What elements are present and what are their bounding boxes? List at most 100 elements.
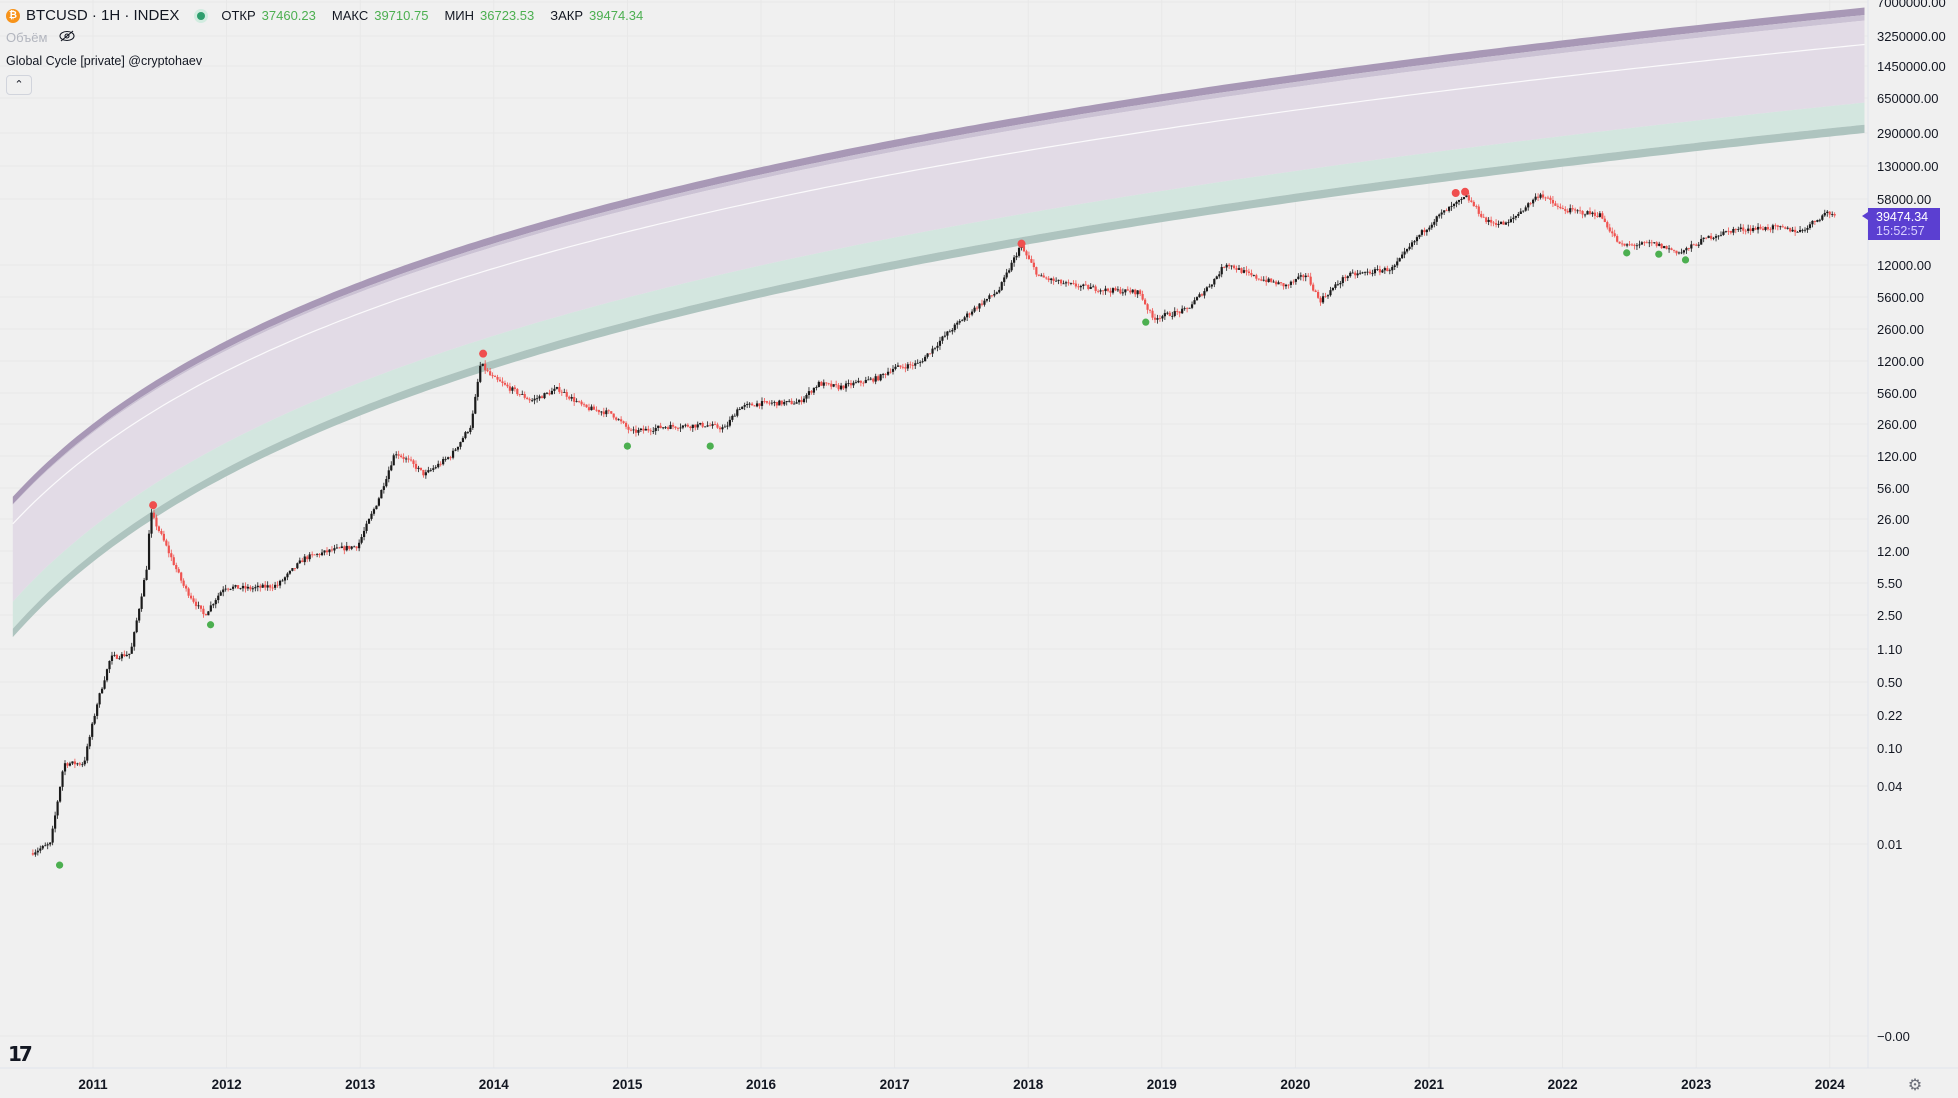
candle-body — [1494, 223, 1498, 225]
candle-body — [1628, 244, 1631, 246]
candle-body — [859, 380, 862, 383]
candle-body — [1420, 230, 1424, 235]
candle-body — [1796, 231, 1799, 233]
candle-body — [1781, 226, 1784, 228]
candle-body — [204, 614, 207, 616]
candle-body — [1702, 237, 1705, 239]
candle-body — [489, 371, 492, 376]
candle-body — [1667, 248, 1671, 250]
candle-body — [1099, 290, 1102, 292]
y-tick-label: 1450000.00 — [1877, 59, 1946, 74]
candle-body — [822, 382, 825, 386]
candle-body — [362, 530, 366, 538]
candle-body — [1749, 228, 1752, 232]
y-tick-label: 0.50 — [1877, 675, 1902, 690]
candle-body — [1621, 243, 1624, 245]
candle-body — [1596, 215, 1599, 217]
symbol-row: ₿ BTCUSD · 1H · INDEX ОТКР 37460.23 МАКС 3… — [6, 6, 653, 26]
indicator-title[interactable]: Global Cycle [private] @cryptohaev — [6, 54, 203, 68]
candle-body — [568, 396, 571, 399]
candle-body — [1450, 205, 1453, 207]
candle-body — [1529, 203, 1532, 205]
candle-body — [911, 365, 914, 366]
candle-body — [1719, 234, 1723, 236]
time-axis[interactable]: 2011 2012 2013 2014 2015 2016 2017 2018 2019 2020… — [78, 1077, 1845, 1092]
y-tick-label: 650000.00 — [1877, 91, 1938, 106]
candle-body — [1111, 288, 1115, 293]
candle-body — [1606, 222, 1609, 228]
candle-body — [1304, 275, 1307, 278]
symbol-title[interactable]: BTCUSD · 1H · INDEX — [26, 7, 180, 24]
candle-body — [1030, 258, 1033, 263]
candle-body — [726, 425, 729, 427]
volume-label[interactable]: Объём — [6, 30, 48, 45]
candle-body — [1618, 241, 1621, 244]
candle-body — [419, 467, 423, 470]
candle-body — [953, 324, 956, 331]
candle-body — [1561, 208, 1564, 210]
candle-body — [1148, 309, 1152, 311]
candle-body — [1314, 290, 1317, 292]
candle-body — [847, 383, 850, 384]
eye-crossed-icon[interactable] — [59, 28, 75, 48]
market-status-dot[interactable] — [197, 12, 206, 20]
candle-body — [738, 409, 741, 410]
collapse-legend-button[interactable]: ⌃ — [6, 75, 32, 95]
candle-body — [222, 589, 225, 593]
candle-body — [1210, 284, 1213, 287]
candle-body — [1546, 197, 1550, 199]
top-signal-marker — [1017, 239, 1026, 248]
candle-body — [921, 361, 924, 363]
candle-body — [1675, 250, 1678, 254]
candle-body — [372, 509, 376, 514]
grid-lines — [0, 0, 1868, 1068]
y-tick-label: 290000.00 — [1877, 126, 1938, 141]
candle-body — [587, 407, 591, 411]
candle-body — [316, 553, 319, 555]
candle-body — [1638, 244, 1641, 246]
candle-body — [1410, 242, 1414, 247]
candle-body — [1527, 203, 1530, 208]
candle-body — [1235, 268, 1238, 270]
candle-body — [988, 295, 991, 299]
candle-body — [1398, 258, 1401, 262]
candle-body — [501, 381, 504, 383]
candle-body — [1532, 199, 1535, 204]
candle-body — [543, 393, 546, 399]
candle-body — [844, 383, 848, 389]
y-tick-label: 560.00 — [1877, 386, 1917, 401]
candle-body — [578, 401, 581, 403]
candle-body — [1665, 246, 1668, 249]
ohlc-close-value: 39474.34 — [589, 8, 644, 23]
candle-body — [1764, 227, 1767, 230]
candle-body — [249, 586, 252, 590]
candle-body — [182, 580, 185, 586]
candle-body — [207, 611, 210, 616]
candle-body — [385, 479, 388, 487]
candle-body — [713, 424, 717, 425]
candle-body — [1376, 269, 1379, 270]
gear-icon[interactable]: ⚙ — [1907, 1075, 1923, 1094]
candle-body — [558, 387, 561, 392]
candle-body — [1292, 281, 1295, 283]
candle-body — [783, 402, 786, 405]
candle-body — [657, 425, 660, 428]
candle-body — [1544, 197, 1547, 199]
candle-body — [1766, 227, 1770, 230]
candle-body — [34, 852, 37, 855]
price-axis[interactable]: 7000000.00 3250000.00 1450000.00 650000.00 2… — [1877, 0, 1946, 1044]
candle-body — [229, 588, 232, 590]
candle-body — [474, 396, 477, 414]
candle-body — [1650, 242, 1653, 244]
candle-body — [1603, 218, 1606, 223]
tradingview-logo[interactable]: 17 — [8, 1042, 33, 1066]
chart-legend: ₿ BTCUSD · 1H · INDEX ОТКР 37460.23 МАКС 3… — [6, 6, 653, 95]
candle-body — [1193, 300, 1196, 305]
candle-body — [1166, 312, 1169, 314]
ohlc-open-value: 37460.23 — [261, 8, 316, 23]
candle-body — [620, 419, 623, 422]
candle-body — [493, 376, 497, 378]
candle-body — [943, 335, 947, 337]
candle-body — [1579, 210, 1582, 212]
